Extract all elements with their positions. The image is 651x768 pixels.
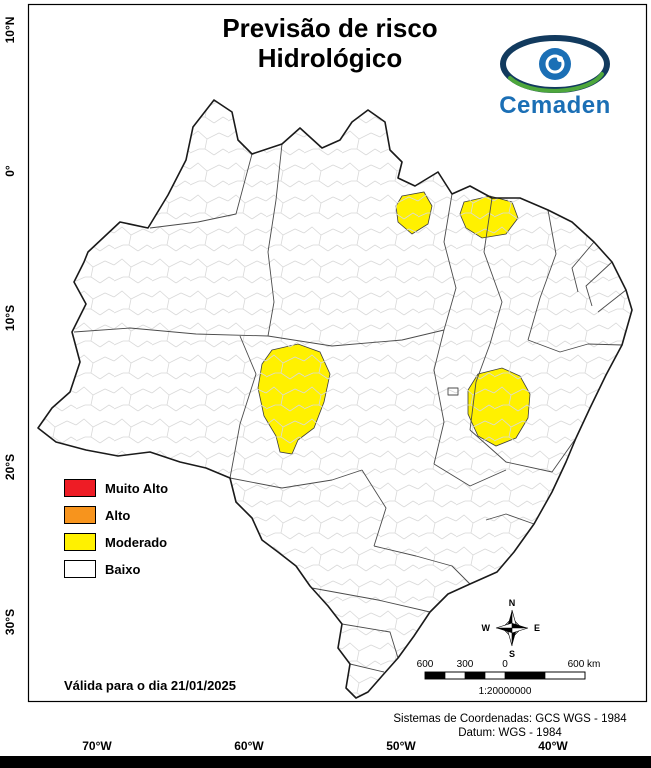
- map-frame: [27, 3, 648, 703]
- compass-n-label: N: [509, 598, 516, 608]
- coordinate-system-line2: Datum: WGS - 1984: [458, 727, 562, 740]
- legend-label-alto: Alto: [105, 507, 131, 523]
- legend-item-moderado: Moderado: [64, 533, 168, 551]
- lat-label-20s: 20°S: [3, 454, 17, 480]
- page-title-line2: Hidrológico: [257, 42, 403, 73]
- scale-label-600l: 600: [417, 659, 434, 670]
- lon-label-60w: 60°W: [234, 739, 264, 753]
- validity-date-note: Válida para o dia 21/01/2025: [64, 678, 236, 693]
- compass-w-label: W: [482, 623, 491, 633]
- lat-label-30s: 30°S: [3, 609, 17, 635]
- legend-swatch-moderado: [64, 533, 96, 551]
- cemaden-logo-text: Cemaden: [499, 92, 611, 119]
- lon-label-70w: 70°W: [82, 739, 112, 753]
- brazil-country-outline: [37, 99, 633, 699]
- legend-swatch-muito-alto: [64, 479, 96, 497]
- risk-legend: Muito Alto Alto Moderado Baixo: [64, 479, 168, 587]
- legend-item-alto: Alto: [64, 506, 168, 524]
- scale-label-600km: 600 km: [568, 659, 601, 670]
- compass-e-label: E: [534, 623, 540, 633]
- legend-item-baixo: Baixo: [64, 560, 168, 578]
- coordinate-system-line1: Sistemas de Coordenadas: GCS WGS - 1984: [393, 713, 627, 725]
- compass-s-label: S: [509, 649, 515, 659]
- cemaden-logo-icon: [500, 35, 610, 93]
- lat-label-10s: 10°S: [3, 305, 17, 331]
- lat-label-0: 0°: [3, 165, 17, 177]
- page-title-line1: Previsão de risco: [222, 13, 438, 43]
- legend-item-muito-alto: Muito Alto: [64, 479, 168, 497]
- scale-bar: 600 300 0 600 km 1:20000000: [417, 659, 601, 697]
- coordinate-system-note: Sistemas de Coordenadas: GCS WGS - 1984 …: [370, 712, 650, 741]
- lat-label-10n: 10°N: [3, 17, 17, 44]
- lon-label-50w: 50°W: [386, 739, 416, 753]
- scale-label-300: 300: [457, 659, 474, 670]
- page-title: Previsão de risco Hidrológico: [120, 13, 540, 74]
- legend-label-moderado: Moderado: [105, 534, 168, 550]
- state-boundaries: [73, 143, 627, 673]
- bottom-black-bar: [0, 756, 651, 768]
- legend-swatch-alto: [64, 506, 96, 524]
- municipal-boundaries-texture: [38, 100, 632, 698]
- latitude-labels: 10°N 0° 10°S 20°S 30°S: [3, 17, 17, 635]
- lon-label-40w: 40°W: [538, 739, 568, 753]
- scale-ratio-label: 1:20000000: [479, 686, 532, 697]
- compass-rose-icon: N S W E: [482, 598, 541, 659]
- legend-label-baixo: Baixo: [105, 561, 141, 577]
- legend-label-muito-alto: Muito Alto: [105, 480, 169, 496]
- legend-swatch-baixo: [64, 560, 96, 578]
- scale-label-0: 0: [502, 659, 508, 670]
- longitude-labels: 70°W 60°W 50°W 40°W: [82, 739, 568, 753]
